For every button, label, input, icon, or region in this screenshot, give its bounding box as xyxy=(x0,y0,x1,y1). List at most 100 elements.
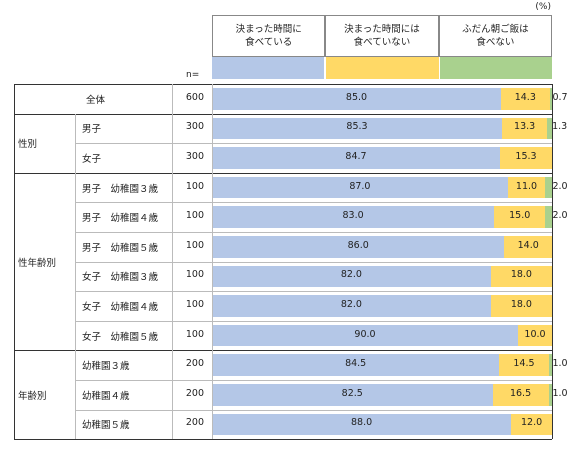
row-label: 男子 xyxy=(82,124,102,136)
bar-value-label: 11.0 xyxy=(515,180,538,192)
bar-value-label: 87.0 xyxy=(349,180,371,192)
row-n: 600 xyxy=(185,91,204,103)
unit-label: (%) xyxy=(535,2,551,12)
table-border-left xyxy=(14,84,15,440)
group-label: 性別 xyxy=(18,139,38,151)
n-column-divider xyxy=(212,84,213,440)
bar-segment-1 xyxy=(212,147,500,169)
group-label: 年齢別 xyxy=(18,390,47,402)
row-label: 女子 xyxy=(82,154,102,165)
group-label: 性年齢別 xyxy=(18,257,57,269)
group-divider xyxy=(14,84,552,85)
row-n: 100 xyxy=(185,299,204,310)
row-n: 300 xyxy=(185,151,204,162)
bar-segment-3 xyxy=(547,117,552,140)
bar-value-label: 2.0 xyxy=(552,180,567,192)
bar-segment-3 xyxy=(548,384,552,406)
row-n: 200 xyxy=(185,417,204,429)
bar-segment-1 xyxy=(212,384,493,406)
bar-value-label: 16.5 xyxy=(509,387,532,399)
bar-value-label: 82.0 xyxy=(340,299,362,310)
bar-value-label: 88.0 xyxy=(351,417,373,429)
row-label: 女子 幼稚園５歳 xyxy=(82,331,159,343)
bar-value-label: 85.3 xyxy=(346,121,368,133)
bar-segment-1 xyxy=(212,176,508,199)
row-divider xyxy=(75,202,552,204)
row-n: 100 xyxy=(185,180,204,192)
bar-value-label: 10.0 xyxy=(524,328,546,340)
bar-segment-2 xyxy=(507,176,546,199)
bar-value-label: 84.7 xyxy=(345,151,367,162)
bar-value-label: 90.0 xyxy=(354,328,376,340)
bar-segment-2 xyxy=(511,413,552,436)
bar-value-label: 0.7 xyxy=(552,91,567,103)
bar-segment-3 xyxy=(545,176,552,199)
n-header: n= xyxy=(186,70,200,80)
row-n: 100 xyxy=(185,328,204,340)
bar-value-label: 2.0 xyxy=(552,210,567,222)
row-n: 300 xyxy=(185,121,204,133)
row-n: 100 xyxy=(185,269,204,281)
row-label: 男子 幼稚園５歳 xyxy=(82,242,159,254)
row-label: 男子 幼稚園３歳 xyxy=(82,183,159,195)
row-label: 女子 幼稚園４歳 xyxy=(82,302,159,313)
row-divider xyxy=(75,320,552,322)
bar-segment-2 xyxy=(490,265,552,288)
bar-segment-1 xyxy=(212,206,495,228)
bar-segment-2 xyxy=(502,117,548,140)
bar-value-label: 18.0 xyxy=(510,269,532,281)
row-label: 全体 xyxy=(86,94,106,106)
row-label: 幼稚園５歳 xyxy=(82,420,130,432)
table-border-right xyxy=(552,84,553,440)
bar-value-label: 14.3 xyxy=(514,91,536,103)
group-divider xyxy=(14,172,552,174)
bar-segment-2 xyxy=(490,295,552,317)
legend-swatch-1 xyxy=(212,57,325,79)
bar-value-label: 13.3 xyxy=(514,121,536,133)
legend-label-3: ふだん朝ご飯は 食べない xyxy=(438,15,552,57)
bar-segment-1 xyxy=(212,324,518,347)
row-n: 100 xyxy=(185,239,204,251)
row-label: 幼稚園３歳 xyxy=(82,361,130,373)
bar-value-label: 82.0 xyxy=(340,269,362,281)
bar-segment-2 xyxy=(492,384,549,406)
table-border-bottom xyxy=(14,439,552,441)
bar-value-label: 12.0 xyxy=(521,417,543,429)
bar-value-label: 14.5 xyxy=(513,358,535,370)
row-n: 200 xyxy=(185,358,204,370)
bar-segment-2 xyxy=(499,354,549,376)
row-divider xyxy=(75,261,552,263)
bar-segment-2 xyxy=(499,147,552,169)
bar-segment-1 xyxy=(212,117,503,140)
row-divider xyxy=(75,409,552,411)
bar-value-label: 84.5 xyxy=(345,358,367,370)
legend-label-1: 決まった時間に 食べている xyxy=(212,15,326,57)
legend-swatch-2 xyxy=(326,57,439,79)
bar-segment-3 xyxy=(548,354,552,376)
bar-value-label: 82.5 xyxy=(341,387,363,399)
row-divider xyxy=(75,291,552,293)
bar-segment-2 xyxy=(518,324,552,347)
bar-value-label: 15.3 xyxy=(515,151,537,162)
bar-value-label: 83.0 xyxy=(342,210,364,222)
group-column-divider xyxy=(75,350,76,440)
row-label: 女子 幼稚園３歳 xyxy=(82,272,159,284)
legend-swatch-3 xyxy=(439,57,552,79)
bar-segment-2 xyxy=(494,206,546,228)
label-column-divider xyxy=(172,84,173,440)
group-column-divider xyxy=(75,113,76,173)
bar-value-label: 14.0 xyxy=(517,239,539,251)
row-divider xyxy=(75,380,552,381)
bar-segment-3 xyxy=(545,206,552,228)
row-n: 100 xyxy=(185,210,204,222)
row-label: 幼稚園４歳 xyxy=(82,390,130,402)
group-divider xyxy=(14,113,552,115)
bar-segment-1 xyxy=(212,236,505,258)
row-divider xyxy=(75,232,552,233)
row-label: 男子 幼稚園４歳 xyxy=(82,213,159,225)
bar-value-label: 1.3 xyxy=(552,121,567,133)
group-divider xyxy=(14,350,552,352)
bar-value-label: 1.0 xyxy=(552,358,567,370)
bar-segment-1 xyxy=(212,354,500,376)
bar-value-label: 86.0 xyxy=(347,239,369,251)
